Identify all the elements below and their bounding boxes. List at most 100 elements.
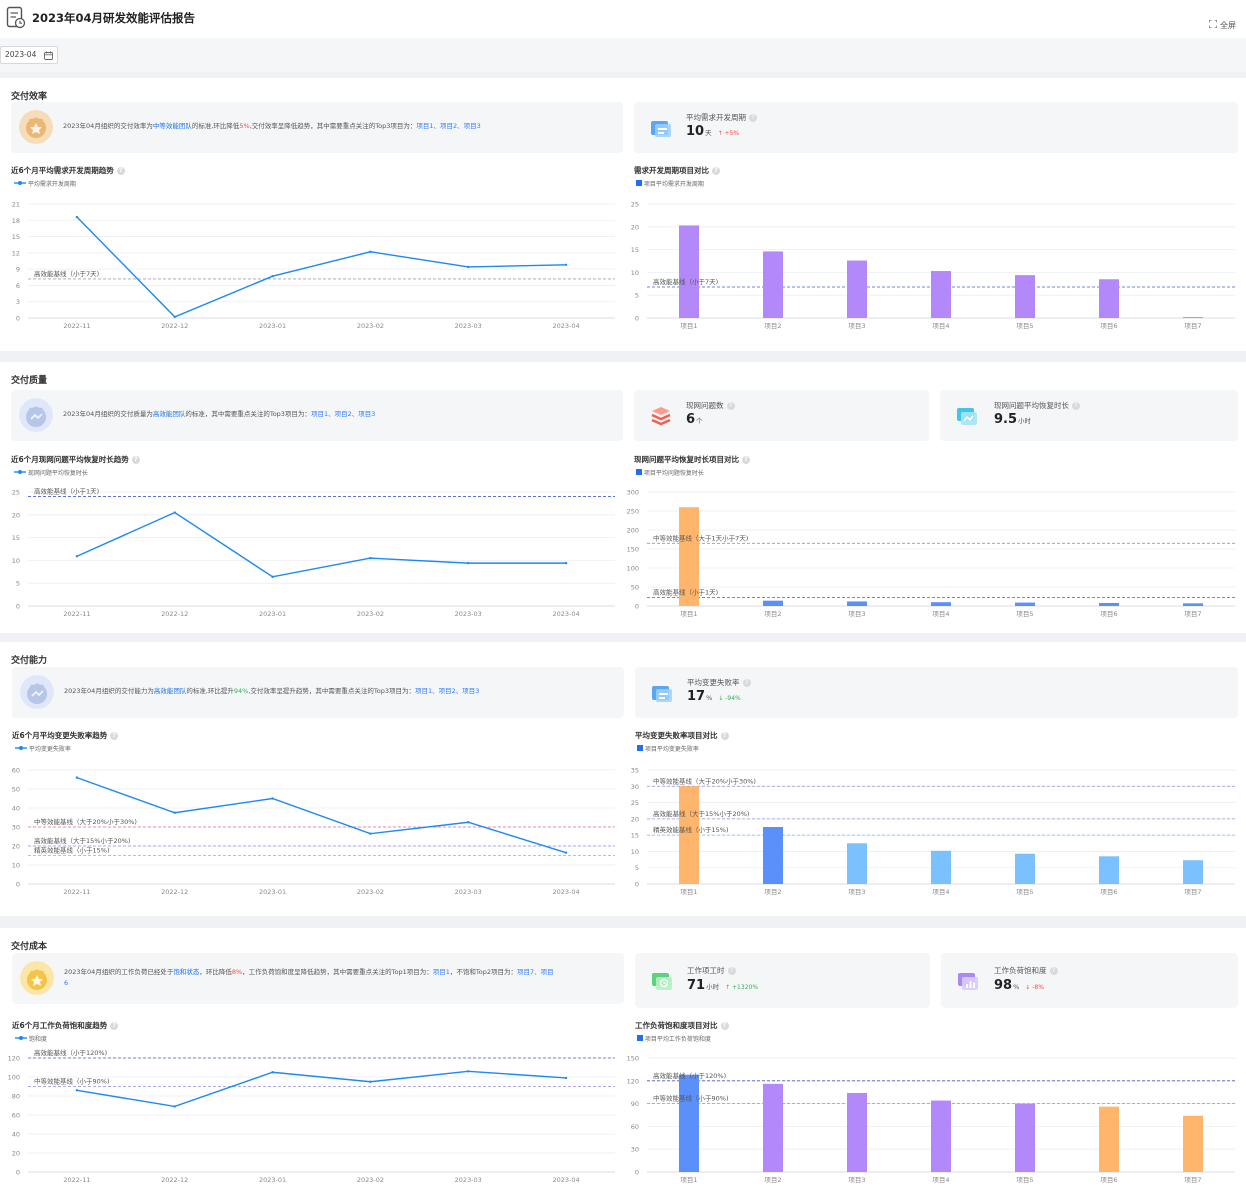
x-tick-label: 2023-01 <box>259 322 286 330</box>
data-point <box>75 776 79 779</box>
help-icon[interactable]: ? <box>727 967 736 975</box>
recovery-trend-chart: 0 5 10 15 20 25 高效能基线（小于1天) 2022-11 2022-12 2023-… <box>12 487 615 618</box>
chart-title-text: 平均变更失败率项目对比 <box>635 731 718 740</box>
level-highlight: 饱和状态 <box>173 968 200 976</box>
data-point <box>564 263 568 266</box>
baseline-label: 高效能基线（大于15%小于20%) <box>34 836 130 845</box>
legend-label: 项目平均变更失败率 <box>644 746 699 753</box>
change-failure-icon <box>652 686 672 702</box>
fullscreen-button[interactable]: 全屏 <box>1208 19 1236 31</box>
bar <box>1099 856 1119 884</box>
y-tick-label: 40 <box>12 805 20 813</box>
kpi-number: 98 <box>994 978 1013 993</box>
summary-text: 2023年04月组织的交付效率为中等效能团队的标准,环比降低5%,交付效率呈降低… <box>63 121 481 132</box>
section-delivery-capability: 交付能力 2023年04月组织的交付能力为高效能团队的标准,环比提升94%,交付… <box>0 642 1246 916</box>
help-icon[interactable]: ? <box>742 456 750 464</box>
x-tick-label: 项目2 <box>764 888 781 896</box>
legend-label: 现网问题平均恢复时长 <box>27 470 88 477</box>
help-icon[interactable]: ? <box>1049 967 1058 975</box>
kpi-card-change-failure: 平均变更失败率? 17% ↓ -94% <box>635 667 1238 718</box>
y-tick-label: 25 <box>631 799 639 807</box>
summary-part: 的标准,环比提升 <box>186 687 234 695</box>
top1-project-link[interactable]: 项目1 <box>432 968 450 976</box>
y-tick-label: 5 <box>635 864 639 872</box>
x-tick-label: 2022-12 <box>161 888 188 896</box>
page-title: 2023年04月研发效能评估报告 <box>32 11 196 25</box>
top2-projects-link-cont[interactable]: 6 <box>64 979 69 987</box>
bar <box>847 1092 867 1172</box>
workload-trend-chart: 0 20 40 60 80 100 120 高效能基线（小于120%) 中等效能基线（小于90%… <box>8 1048 615 1184</box>
x-tick-label: 2022-11 <box>63 610 90 618</box>
x-tick-label: 2023-04 <box>552 1176 579 1184</box>
baseline-label: 中等效能基线（大于20%小于30%) <box>34 817 137 826</box>
bar <box>679 1074 699 1172</box>
help-icon[interactable]: ? <box>110 732 119 740</box>
y-tick-label: 120 <box>627 1077 639 1085</box>
data-point <box>564 1076 568 1080</box>
top-projects-link[interactable]: 项目1、项目2、项目3 <box>416 122 481 130</box>
chart-title: 平均变更失败率项目对比? <box>635 730 729 741</box>
help-icon[interactable]: ? <box>110 1022 119 1030</box>
chart-legend: 平均变更失败率 <box>15 744 71 753</box>
baseline-label: 高效能基线（小于7天) <box>34 269 99 278</box>
x-tick-label: 项目6 <box>1100 322 1117 330</box>
bar <box>1015 275 1035 318</box>
kpi-label-text: 现网问题数 <box>686 401 724 410</box>
help-icon[interactable]: ? <box>726 402 735 410</box>
bar <box>679 507 699 606</box>
month-picker-value: 2023-04 <box>5 50 37 59</box>
x-tick-label: 2023-02 <box>357 1176 384 1184</box>
kpi-card-recovery-time: 现网问题平均恢复时长? 9.5小时 <box>940 390 1238 441</box>
legend-square-icon <box>636 469 642 475</box>
kpi-change-value: +5% <box>724 130 740 137</box>
kpi-label-text: 工作项工时 <box>687 966 725 975</box>
dev-cycle-compare-chart: 0 5 10 15 20 25 高效能基线（小于7天) 项目1 项目2 项目3 项目4 项目5 项目6 项… <box>631 201 1235 330</box>
top-projects-link[interactable]: 项目1、项目2、项目3 <box>310 410 376 418</box>
kpi-label: 现网问题平均恢复时长? <box>994 400 1080 411</box>
help-icon[interactable]: ? <box>116 167 125 175</box>
help-icon[interactable]: ? <box>749 114 757 122</box>
y-tick-label: 6 <box>16 282 20 290</box>
legend-line-icon <box>14 470 26 474</box>
kpi-label: 工作项工时? <box>687 965 736 976</box>
chart-title-text: 需求开发周期项目对比 <box>634 166 709 175</box>
baseline-label: 精英效能基线（小于15%) <box>653 825 728 834</box>
chart-title-text: 现网问题平均恢复时长项目对比 <box>634 455 739 464</box>
x-tick-label: 项目4 <box>932 1176 949 1184</box>
chart-title: 需求开发周期项目对比? <box>634 165 720 176</box>
y-tick-label: 15 <box>12 534 20 542</box>
legend-square-icon <box>636 180 642 186</box>
top-projects-link[interactable]: 项目1、项目2、项目3 <box>415 687 480 695</box>
chart-title: 近6个月工作负荷饱和度趋势? <box>12 1020 119 1031</box>
chart-title: 现网问题平均恢复时长项目对比? <box>634 454 750 465</box>
help-icon[interactable]: ? <box>742 679 751 687</box>
month-picker[interactable]: 2023-04 <box>0 46 58 64</box>
y-tick-label: 35 <box>631 767 639 775</box>
y-tick-label: 0 <box>635 881 639 889</box>
help-icon[interactable]: ? <box>720 732 729 740</box>
baseline-label: 中等效能基线（小于90%) <box>653 1094 728 1103</box>
data-point <box>564 851 568 854</box>
workload-compare-chart: 0 30 60 90 120 150 高效能基线（小于120%) 中等效能基线（小于90%) 项… <box>627 1055 1235 1184</box>
bar <box>1183 603 1203 606</box>
change-failure-compare-chart: 0 5 10 15 20 25 30 35 中等效能基线（大于20%小于30%) 高效能基线（大于… <box>631 767 1235 896</box>
x-tick-label: 项目1 <box>680 610 697 618</box>
x-tick-label: 2023-02 <box>357 610 384 618</box>
help-icon[interactable]: ? <box>720 1022 729 1030</box>
help-icon[interactable]: ? <box>712 167 720 175</box>
x-tick-label: 2023-04 <box>552 322 579 330</box>
kpi-unit: % <box>1013 983 1020 991</box>
level-highlight: 高效能团队 <box>152 410 186 418</box>
kpi-card-online-issues: 现网问题数? 6个 <box>634 390 929 441</box>
baseline-label: 高效能基线（小于120%) <box>34 1048 107 1057</box>
legend-label: 项目平均需求开发周期 <box>643 181 704 188</box>
kpi-label: 工作负荷饱和度? <box>994 965 1058 976</box>
kpi-unit: 小时 <box>1018 417 1032 425</box>
y-tick-label: 20 <box>631 223 639 231</box>
kpi-unit: 小时 <box>706 983 720 991</box>
workload-icon <box>958 973 978 990</box>
help-icon[interactable]: ? <box>131 456 140 464</box>
y-tick-label: 10 <box>631 848 639 856</box>
top2-projects-link[interactable]: 项目7、项目 <box>517 968 554 976</box>
help-icon[interactable]: ? <box>1072 402 1080 410</box>
